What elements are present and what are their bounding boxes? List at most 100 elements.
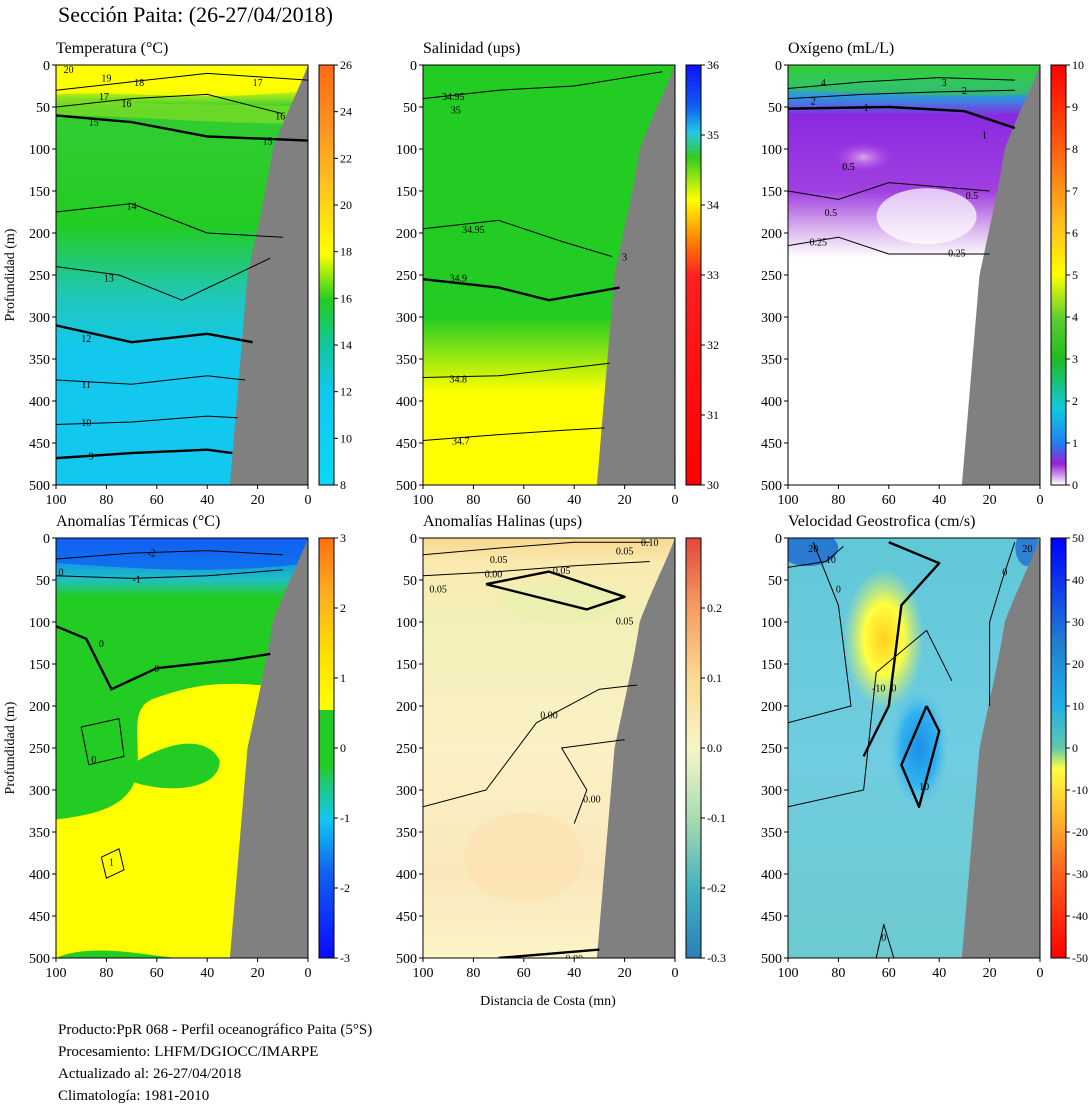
contour-line: [788, 236, 990, 255]
x-tick-label: 60: [517, 493, 531, 508]
y-tick-label: 150: [29, 658, 50, 673]
panel-title: Oxígeno (mL/L): [788, 40, 894, 57]
contour-line: [498, 948, 600, 958]
colorbar: [318, 537, 335, 959]
colorbar: [1050, 64, 1067, 486]
colorbar-tick-label: 30: [707, 478, 719, 492]
colorbar-tick-label: 12: [340, 385, 352, 399]
contour-line: [875, 923, 895, 958]
y-tick-label: 0: [775, 59, 782, 74]
surface-jet: [788, 538, 839, 567]
contour-label: 17: [99, 92, 109, 103]
colorbar-tick-label: 0.1: [707, 671, 722, 685]
contour-label: 34.8: [450, 374, 468, 385]
y-tick-label: 450: [396, 437, 417, 452]
contour-label: 15: [89, 117, 99, 128]
y-tick-label: 150: [761, 185, 782, 200]
colorbar-tick-label: 3: [1072, 352, 1078, 366]
y-tick-label: 400: [29, 395, 50, 410]
contour-line: [56, 203, 283, 238]
contour-label: -10: [872, 684, 885, 695]
contour-line: [100, 848, 125, 879]
y-tick-label: 250: [396, 269, 417, 284]
contour-line: [56, 257, 271, 301]
contour-line: [56, 550, 283, 560]
colorbar-tick-label: 10: [1072, 699, 1084, 713]
y-tick-label: 450: [396, 910, 417, 925]
colorbar-tick-label: -0.2: [707, 881, 726, 895]
x-tick-label: 60: [150, 966, 164, 981]
colorbar: [1050, 537, 1067, 959]
positive-velocity-core: [889, 688, 950, 808]
contour-label: 0.25: [809, 237, 827, 248]
contour-line: [423, 362, 610, 378]
y-tick-label: 200: [29, 700, 50, 715]
contour-label: 16: [275, 111, 285, 122]
x-tick-label: 40: [932, 493, 946, 508]
contour-label: 0: [836, 584, 841, 595]
colorbar-tick-label: -50: [1072, 951, 1088, 965]
colorbar: [318, 64, 335, 486]
contour-label: 0: [881, 933, 886, 944]
contour-label: 0.5: [842, 162, 855, 173]
y-tick-label: 0: [43, 532, 50, 547]
continental-slope: [596, 65, 675, 485]
colorbar-tick-label: 5: [1072, 268, 1078, 282]
colorbar-tick-label: 0.0: [707, 741, 722, 755]
x-tick-label: 80: [466, 493, 480, 508]
x-tick-label: 80: [99, 966, 113, 981]
contour-line: [423, 561, 650, 577]
footer-updated: Actualizado al: 26-27/04/2018: [58, 1066, 242, 1082]
continental-slope: [229, 65, 308, 485]
contour-label: 0.05: [490, 555, 508, 566]
colorbar-tick-label: 24: [340, 105, 352, 119]
y-tick-label: 400: [761, 868, 782, 883]
colorbar-tick-label: 9: [1072, 100, 1078, 114]
y-tick-label: 200: [396, 227, 417, 242]
contour-label: 34.9: [450, 274, 468, 285]
contour-line: [423, 541, 650, 556]
contour-label: 16: [122, 99, 132, 110]
contour-label: 0: [91, 755, 96, 766]
contour-label: 0.05: [429, 584, 447, 595]
x-tick-label: 60: [150, 493, 164, 508]
colorbar: [685, 537, 702, 959]
x-tick-label: 40: [200, 966, 214, 981]
colorbar-tick-label: 18: [340, 245, 352, 259]
colorbar-tick-label: 34: [707, 198, 719, 212]
x-tick-label: 20: [618, 493, 632, 508]
y-tick-label: 300: [396, 311, 417, 326]
y-tick-label: 350: [761, 353, 782, 368]
contour-line: [423, 684, 638, 808]
x-tick-label: 60: [882, 493, 896, 508]
x-tick-label: 100: [413, 493, 434, 508]
warm-transition-layer: [56, 98, 308, 124]
y-tick-label: 150: [29, 185, 50, 200]
contour-label: 34.95: [462, 225, 485, 236]
y-tick-label: 50: [403, 101, 417, 116]
colorbar-tick-label: 8: [340, 478, 346, 492]
contour-label: 3: [622, 253, 627, 264]
panel-title: Salinidad (ups): [423, 40, 520, 57]
colorbar-tick-label: 26: [340, 58, 352, 72]
bottom-neutral-patch: [56, 950, 182, 958]
y-tick-label: 400: [29, 868, 50, 883]
colorbar-tick-label: 1: [340, 671, 346, 685]
plot-area: 34.95 35 34.95 3 34.9 34.8 34.7: [423, 65, 675, 485]
contour-label: 1: [109, 857, 114, 868]
contour-label: 0: [154, 664, 159, 675]
colorbar-tick-label: 40: [1072, 573, 1084, 587]
contour-line: [485, 570, 626, 611]
contour-label: 0.5: [966, 191, 979, 202]
colorbar-tick-label: 16: [340, 291, 352, 305]
panel-title: Anomalías Halinas (ups): [423, 513, 582, 530]
contour-label: 20: [1022, 544, 1032, 555]
y-tick-label: 300: [761, 784, 782, 799]
y-tick-label: 400: [396, 868, 417, 883]
contour-line: [56, 72, 308, 91]
y-tick-label: 250: [761, 269, 782, 284]
x-tick-label: 100: [778, 493, 799, 508]
contour-label: 12: [81, 334, 91, 345]
